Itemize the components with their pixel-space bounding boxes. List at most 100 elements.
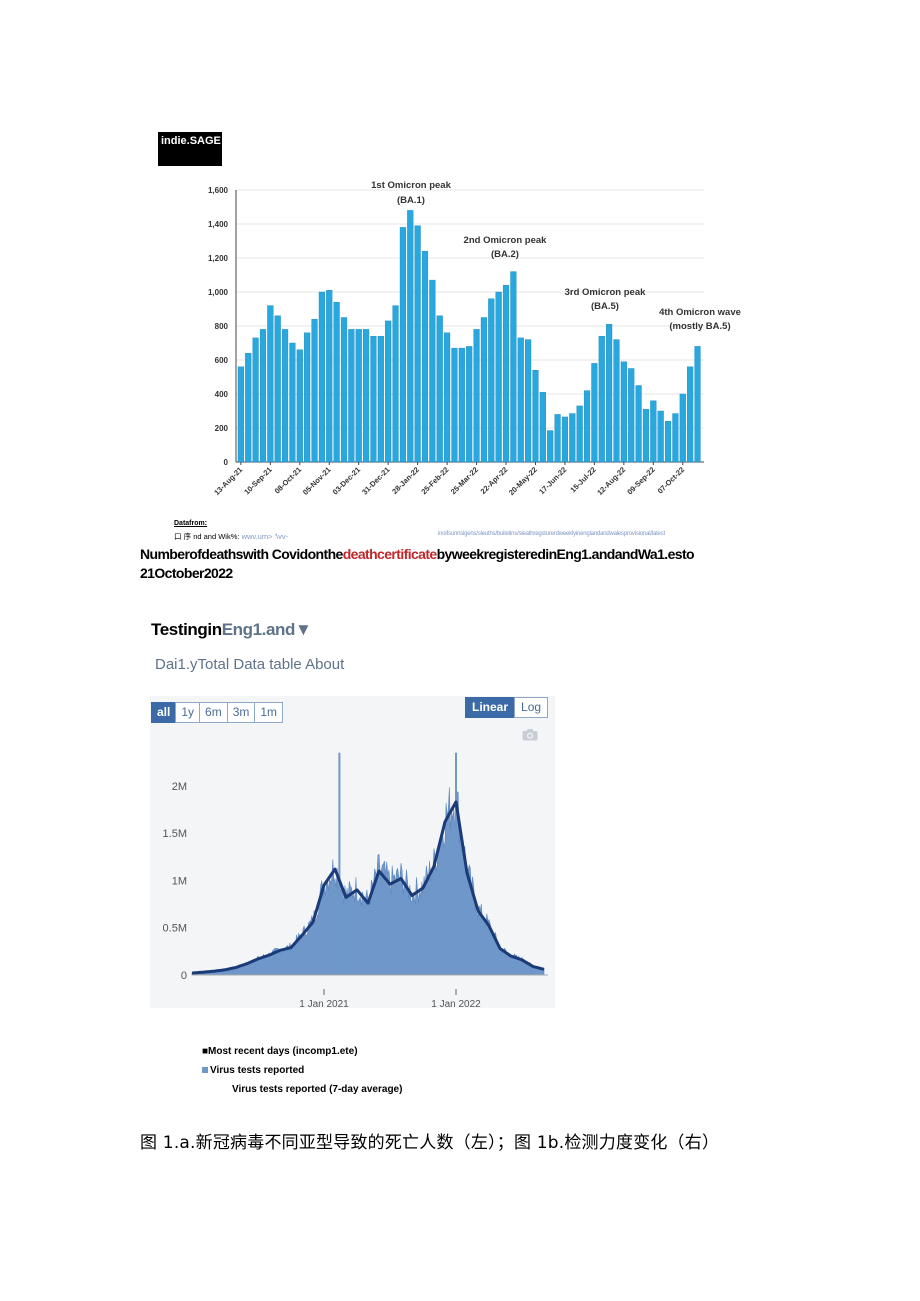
linear-scale-button[interactable]: Linear (465, 697, 516, 718)
death-bar (620, 361, 627, 463)
x-tick-label: 17-Jun-22 (537, 465, 568, 496)
testing-title: TestinginEng1.and▼ (151, 620, 312, 639)
chart-annotation: 2nd Omicron peak (464, 235, 548, 246)
x-tick-label: 28-Jan-22 (390, 465, 421, 496)
range-1y-button[interactable]: 1y (175, 702, 201, 723)
tests-area-chart: 0 0.5M 1M 1.5M 2M 1 Jan 2021 1 Jan 2022 (163, 752, 548, 1008)
range-selector: all 1y 6m 3m 1m (151, 702, 284, 723)
death-bar (326, 290, 333, 463)
figure-caption: 图 1.a.新冠病毒不同亚型导致的死亡人数（左）；图 1b.检测力度变化（右） (140, 1133, 720, 1153)
death-bar (245, 352, 252, 463)
death-bar (480, 317, 487, 463)
x-tick-label: 10-Sep-21 (242, 465, 273, 496)
x-tick-label: 1 Jan 2021 (299, 999, 349, 1008)
death-bar (237, 366, 244, 463)
death-bar (569, 413, 576, 463)
death-bar (318, 291, 325, 463)
death-bar (576, 405, 583, 463)
death-bar (444, 332, 451, 463)
x-tick-label: 25-Mar-22 (449, 465, 480, 496)
legend-recent-days: ■Most recent days (incomp1.ete) (202, 1046, 358, 1057)
death-bar (473, 329, 480, 463)
death-bar (502, 284, 510, 463)
death-bar (525, 339, 532, 463)
y-tick-label: 0.5M (163, 923, 187, 935)
data-source-url[interactable]: inoifsunnsigens/sleuths/bulletins/sleath… (438, 531, 665, 537)
death-bar (628, 368, 635, 463)
x-tick-label: 07-Oct-22 (656, 465, 687, 496)
range-3m-button[interactable]: 3m (226, 702, 256, 723)
death-bar (399, 227, 406, 463)
death-bar (392, 305, 399, 463)
deaths-bar-chart: 0 200 400 600 800 1,000 1,200 1,400 1,600 13-Aug-… (208, 180, 741, 497)
x-tick-label: 1 Jan 2022 (431, 999, 481, 1008)
death-bar (532, 369, 539, 463)
range-1m-button[interactable]: 1m (254, 702, 284, 723)
death-bar (407, 210, 414, 463)
x-tick-label: 25-Feb-22 (419, 465, 450, 496)
range-6m-button[interactable]: 6m (199, 702, 228, 723)
death-bar (311, 318, 318, 463)
death-bar (304, 332, 311, 463)
x-tick-label: 20-May-22 (507, 465, 539, 497)
death-bar (340, 317, 348, 463)
y-tick-label: 0 (181, 970, 187, 982)
tests-reported-area (191, 787, 545, 976)
y-tick-label: 1,600 (208, 186, 229, 195)
range-all-button[interactable]: all (151, 702, 177, 723)
death-bar (267, 305, 274, 463)
death-bar (598, 335, 605, 463)
death-bar (377, 335, 384, 463)
death-bar (289, 342, 296, 463)
death-bar (414, 225, 421, 463)
chart-annotation: (mostly BA.5) (669, 321, 730, 332)
death-bar (274, 315, 281, 463)
death-bar (650, 400, 657, 463)
indie-sage-logo: indie.SAGE (158, 132, 222, 166)
chart-annotation: (BA.5) (591, 301, 619, 312)
death-bar (333, 301, 340, 463)
legend-tests-average: Virus tests reported (7-day average) (232, 1084, 403, 1095)
seven-day-average-line (191, 800, 545, 975)
death-bar (591, 363, 598, 463)
x-tick-label: 31-Dec-21 (360, 465, 391, 496)
y-tick-label: 800 (215, 322, 229, 331)
y-tick-label: 1M (172, 875, 187, 887)
y-tick-label: 0 (224, 458, 229, 467)
y-tick-label: 2M (172, 781, 187, 793)
data-source-text: 口 序 nd and Wik%: wwv.um> '\vv- (174, 532, 289, 541)
death-bar (672, 413, 679, 463)
death-bar (370, 335, 377, 463)
chart-annotation: (BA.2) (491, 249, 519, 260)
scale-selector: Linear Log (465, 697, 549, 718)
y-tick-label: 600 (215, 356, 229, 365)
death-bar (517, 337, 524, 463)
death-bar (488, 298, 495, 463)
death-bar (458, 347, 465, 463)
y-tick-label: 1,000 (208, 288, 229, 297)
dropdown-arrow-icon[interactable]: ▼ (295, 620, 312, 639)
x-tick-label: 15-Jul-22 (568, 465, 597, 494)
legend-tests-reported: Virus tests reported (202, 1065, 304, 1076)
data-source-label: Datafrom: (174, 520, 208, 527)
death-bar (436, 315, 443, 463)
x-tick-label: 05-Nov-21 (301, 465, 333, 497)
death-bar (642, 409, 650, 463)
y-tick-label: 1.5M (163, 828, 187, 840)
death-bar (547, 430, 554, 463)
testing-tabs[interactable]: Dai1.yTotal Data table About (155, 656, 345, 673)
death-bar (451, 347, 458, 463)
death-bar (606, 324, 613, 463)
death-bar (385, 320, 392, 463)
chart-annotation: 3rd Omicron peak (565, 287, 646, 298)
death-bar (466, 346, 473, 463)
camera-icon[interactable] (522, 729, 538, 741)
death-bar (429, 279, 436, 463)
y-tick-label: 400 (215, 390, 229, 399)
death-bar (495, 291, 502, 463)
log-scale-button[interactable]: Log (514, 697, 549, 718)
death-bar (554, 414, 561, 463)
y-tick-label: 200 (215, 424, 229, 433)
death-bar (281, 329, 289, 463)
x-tick-label: 22-Apr-22 (479, 465, 510, 496)
